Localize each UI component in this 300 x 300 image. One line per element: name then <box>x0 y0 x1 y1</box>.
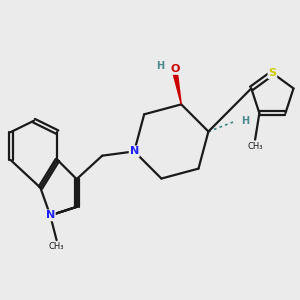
Text: H: H <box>156 61 164 71</box>
Text: N: N <box>130 146 139 156</box>
Text: S: S <box>268 68 276 78</box>
Text: O: O <box>170 64 180 74</box>
Polygon shape <box>172 71 181 104</box>
Text: CH₃: CH₃ <box>247 142 263 151</box>
Text: N: N <box>46 210 55 220</box>
Text: CH₃: CH₃ <box>49 242 64 251</box>
Text: H: H <box>242 116 250 126</box>
